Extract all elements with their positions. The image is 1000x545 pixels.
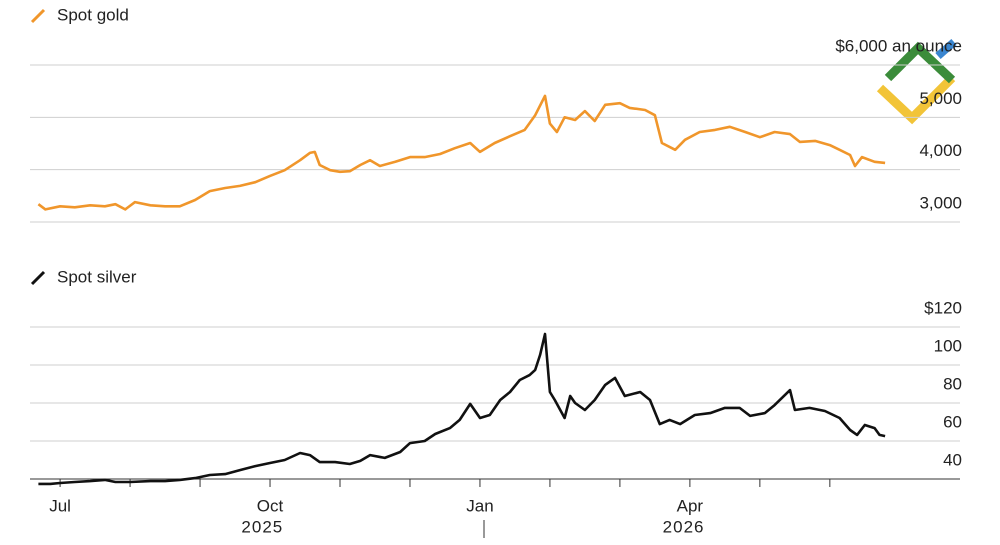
logo-mark	[876, 74, 956, 125]
legend-swatch	[30, 8, 46, 24]
x-tick-label: Apr	[677, 496, 704, 515]
legend-swatch	[30, 270, 46, 286]
y-tick-label: 40	[943, 450, 962, 469]
y-tick-label: $6,000 an ounce	[835, 36, 962, 55]
y-tick-label: 80	[943, 374, 962, 393]
logo-mark	[935, 38, 957, 60]
y-tick-label: 3,000	[919, 193, 962, 212]
legend-label: Spot gold	[57, 5, 129, 24]
logo-mark	[884, 41, 956, 84]
y-tick-label: 5,000	[919, 89, 962, 108]
x-tick-label: Jan	[466, 496, 493, 515]
logo	[876, 38, 957, 125]
series-line	[38, 332, 886, 486]
x-year-label: 2025	[241, 517, 283, 536]
y-tick-label: $120	[924, 298, 962, 317]
y-tick-label: 60	[943, 412, 962, 431]
x-tick-label: Jul	[49, 496, 71, 515]
x-year-label: 2026	[663, 517, 705, 536]
y-tick-label: 100	[934, 336, 962, 355]
x-tick-label: Oct	[257, 496, 284, 515]
series-line	[37, 94, 886, 211]
y-tick-label: 4,000	[919, 141, 962, 160]
legend-label: Spot silver	[57, 267, 137, 286]
